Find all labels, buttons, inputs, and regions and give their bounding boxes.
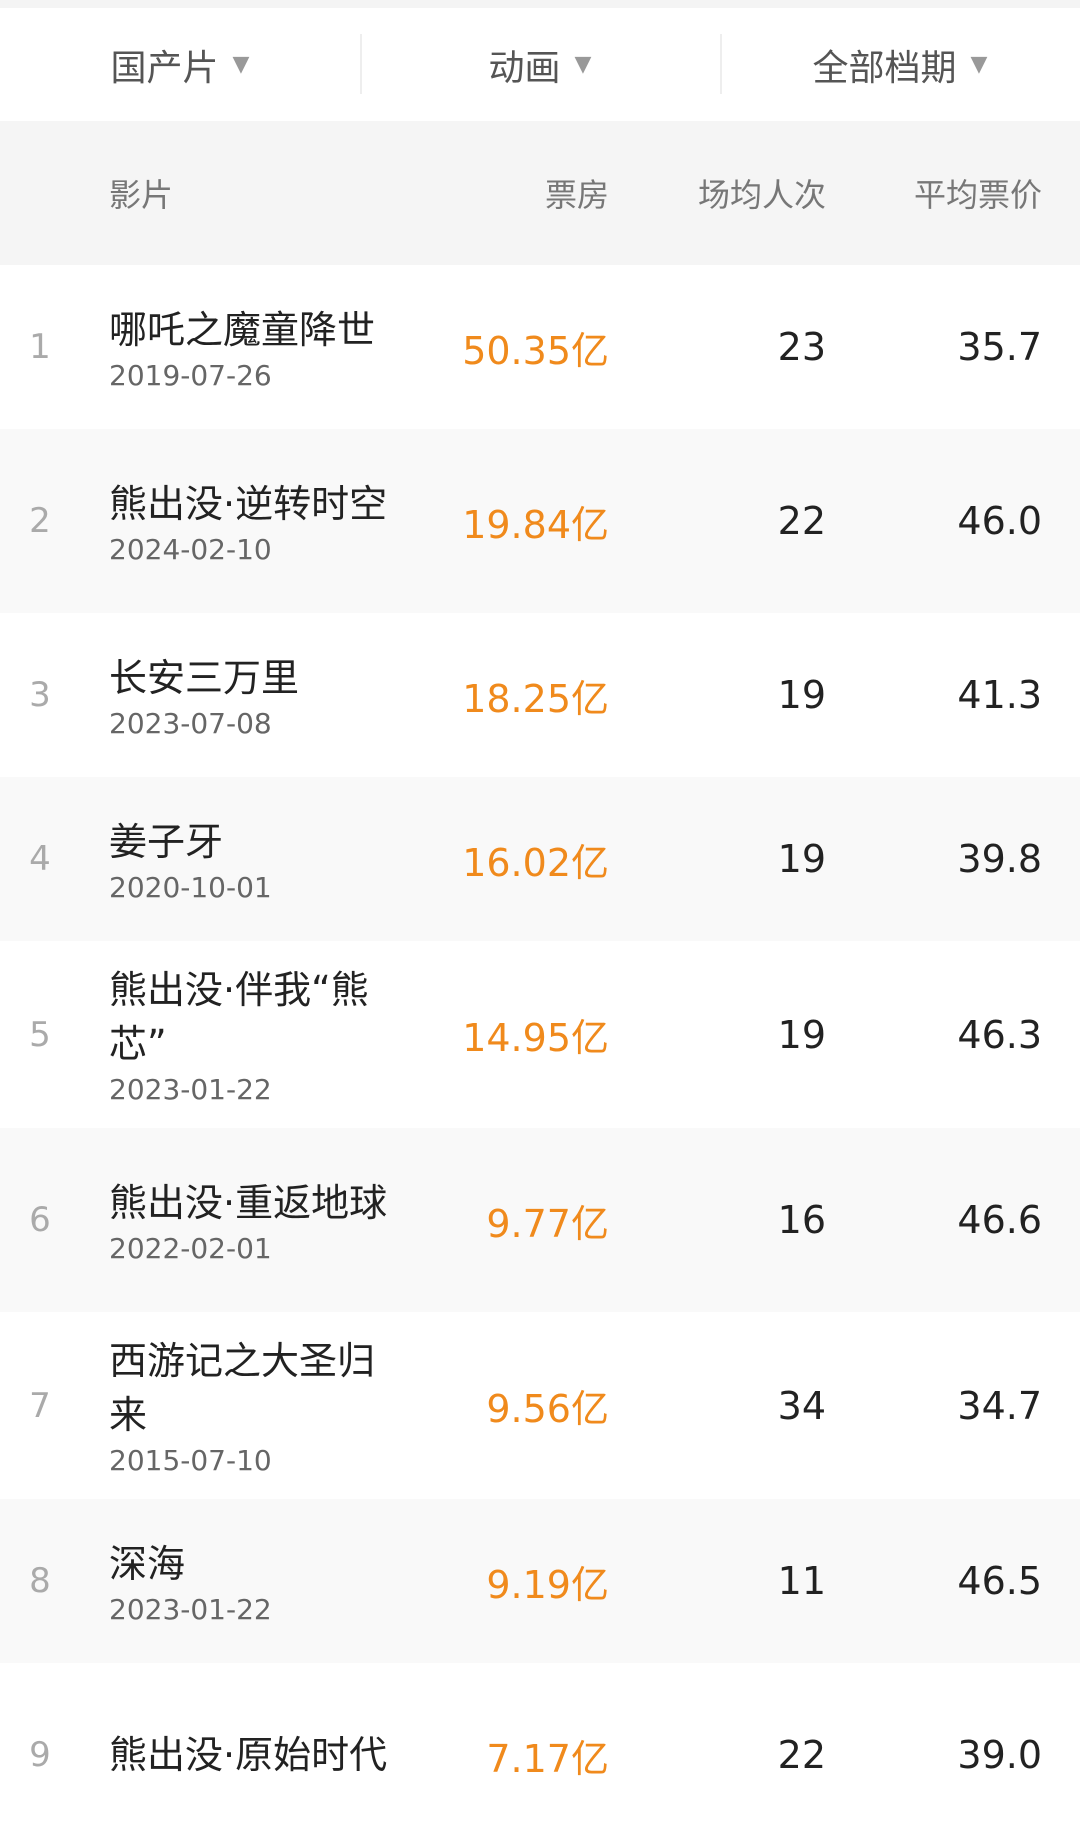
table-row[interactable]: 5 熊出没·伴我“熊芯” 2023-01-22 14.95亿 19 46.3 [0, 941, 1080, 1128]
avg-attendance: 11 [777, 1559, 826, 1603]
box-office: 14.95亿 [462, 1016, 609, 1060]
film-info: 熊出没·伴我“熊芯” 2023-01-22 [109, 963, 409, 1106]
avg-attendance: 34 [777, 1383, 826, 1428]
release-date: 2023-01-22 [109, 1073, 272, 1106]
film-info: 熊出没·重返地球 2022-02-01 [109, 1176, 409, 1265]
filter-genre-label: 动画 [488, 47, 561, 89]
release-date: 2024-02-10 [109, 532, 272, 566]
film-info: 深海 2023-01-22 [109, 1537, 409, 1626]
top-spacer [0, 0, 1080, 8]
film-info: 西游记之大圣归来 2015-07-10 [109, 1334, 409, 1477]
filter-region-label: 国产片 [110, 47, 219, 89]
avg-attendance: 23 [777, 325, 826, 369]
box-office: 16.02亿 [462, 840, 609, 885]
table-row[interactable]: 4 姜子牙 2020-10-01 16.02亿 19 39.8 [0, 777, 1080, 941]
film-info: 熊出没·原始时代 [109, 1728, 409, 1782]
box-office: 50.35亿 [462, 328, 609, 373]
release-date: 2023-01-22 [109, 1592, 272, 1626]
film-name: 长安三万里 [109, 655, 300, 700]
box-office: 9.19亿 [486, 1562, 609, 1607]
rank: 6 [29, 1200, 51, 1240]
table-row[interactable]: 7 西游记之大圣归来 2015-07-10 9.56亿 34 34.7 [0, 1312, 1080, 1499]
avg-price: 46.5 [957, 1559, 1042, 1603]
box-office: 7.17亿 [486, 1736, 609, 1781]
film-info: 熊出没·逆转时空 2024-02-10 [109, 477, 409, 566]
avg-price: 35.7 [957, 325, 1042, 369]
box-office: 9.56亿 [486, 1387, 609, 1431]
col-film: 影片 [109, 176, 174, 214]
rank: 9 [29, 1735, 51, 1775]
table-body: 1 哪吒之魔童降世 2019-07-26 50.35亿 23 35.7 2 熊出没·… [0, 265, 1080, 1847]
film-info: 长安三万里 2023-07-08 [109, 651, 409, 740]
film-name: 熊出没·重返地球 [109, 1180, 388, 1225]
release-date: 2022-02-01 [109, 1231, 272, 1265]
film-name: 熊出没·逆转时空 [109, 481, 388, 526]
avg-attendance: 19 [777, 673, 826, 717]
avg-price: 41.3 [957, 673, 1042, 717]
col-box-office[interactable]: 票房 [544, 176, 609, 214]
rank: 2 [29, 501, 51, 541]
filter-region[interactable]: 国产片 ▼ [0, 8, 360, 121]
avg-price: 39.8 [957, 837, 1042, 881]
rank: 3 [29, 675, 51, 715]
filter-genre[interactable]: 动画 ▼ [360, 8, 720, 121]
table-row[interactable]: 8 深海 2023-01-22 9.19亿 11 46.5 [0, 1499, 1080, 1663]
release-date: 2015-07-10 [109, 1444, 272, 1477]
release-date: 2020-10-01 [109, 870, 272, 904]
avg-price: 46.3 [957, 1012, 1042, 1057]
filter-period-label: 全部档期 [812, 47, 957, 89]
box-office: 18.25亿 [462, 676, 609, 721]
rank: 5 [29, 1014, 51, 1055]
box-office: 9.77亿 [486, 1201, 609, 1246]
table-row[interactable]: 2 熊出没·逆转时空 2024-02-10 19.84亿 22 46.0 [0, 429, 1080, 613]
film-name: 熊出没·伴我“熊芯” [109, 968, 369, 1066]
film-name: 西游记之大圣归来 [109, 1339, 376, 1437]
film-name: 深海 [109, 1541, 186, 1586]
table-row[interactable]: 9 熊出没·原始时代 7.17亿 22 39.0 [0, 1663, 1080, 1847]
filter-period[interactable]: 全部档期 ▼ [720, 8, 1080, 121]
film-name: 哪吒之魔童降世 [109, 307, 376, 352]
avg-price: 46.6 [957, 1198, 1042, 1242]
rank: 7 [29, 1385, 51, 1426]
rank: 1 [29, 327, 51, 367]
avg-attendance: 22 [777, 499, 826, 543]
table-row[interactable]: 3 长安三万里 2023-07-08 18.25亿 19 41.3 [0, 613, 1080, 777]
triangle-down-icon: ▼ [574, 52, 592, 77]
release-date: 2023-07-08 [109, 706, 272, 740]
avg-price: 46.0 [957, 499, 1042, 543]
filter-bar: 国产片 ▼ 动画 ▼ 全部档期 ▼ [0, 8, 1080, 121]
col-avg-price[interactable]: 平均票价 [913, 176, 1042, 214]
film-info: 姜子牙 2020-10-01 [109, 815, 409, 904]
film-name: 姜子牙 [109, 819, 224, 864]
avg-attendance: 16 [777, 1198, 826, 1242]
table-row[interactable]: 6 熊出没·重返地球 2022-02-01 9.77亿 16 46.6 [0, 1128, 1080, 1312]
table-row[interactable]: 1 哪吒之魔童降世 2019-07-26 50.35亿 23 35.7 [0, 265, 1080, 429]
rank: 4 [29, 839, 51, 879]
table-header: 影片 票房 场均人次 平均票价 [0, 121, 1080, 265]
avg-attendance: 19 [777, 837, 826, 881]
film-name: 熊出没·原始时代 [109, 1733, 388, 1777]
avg-price: 39.0 [957, 1733, 1042, 1777]
triangle-down-icon: ▼ [232, 52, 250, 77]
col-avg-attendance[interactable]: 场均人次 [697, 176, 826, 214]
avg-price: 34.7 [957, 1383, 1042, 1428]
avg-attendance: 22 [777, 1733, 826, 1777]
film-info: 哪吒之魔童降世 2019-07-26 [109, 303, 409, 392]
release-date: 2019-07-26 [109, 358, 272, 392]
triangle-down-icon: ▼ [970, 52, 988, 77]
box-office: 19.84亿 [462, 502, 609, 547]
avg-attendance: 19 [777, 1012, 826, 1057]
rank: 8 [29, 1561, 51, 1601]
